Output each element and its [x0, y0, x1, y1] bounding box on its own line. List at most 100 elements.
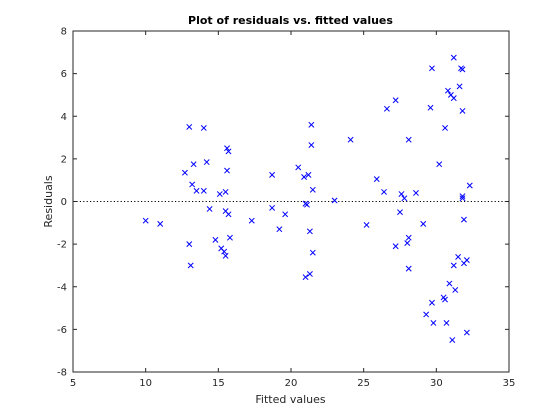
data-point [398, 191, 405, 197]
data-point [193, 187, 200, 194]
data-point [225, 211, 232, 218]
data-point [302, 274, 309, 281]
data-point [420, 220, 427, 227]
data-point [347, 136, 354, 143]
chart-title: Plot of residuals vs. fitted values [188, 14, 393, 27]
data-points [142, 54, 473, 343]
data-point [276, 226, 283, 233]
data-point [190, 161, 197, 168]
data-point [282, 211, 289, 218]
y-tick-label: -8 [57, 368, 67, 379]
x-tick-labels: 5 10 15 20 25 30 35 [70, 378, 516, 389]
data-point [405, 136, 412, 143]
data-point [446, 280, 453, 287]
data-point [157, 220, 164, 227]
data-point [331, 197, 338, 204]
y-tick-labels: -8 -6 -4 -2 0 2 4 6 8 [57, 27, 67, 379]
data-point [392, 97, 399, 104]
data-point [203, 159, 210, 166]
data-point [187, 262, 194, 269]
data-point [248, 217, 255, 224]
y-tick-label: 6 [61, 69, 67, 80]
data-point [308, 121, 315, 128]
data-point [392, 243, 399, 250]
data-point [212, 236, 219, 243]
data-point [216, 191, 223, 197]
data-point [401, 195, 408, 202]
x-axis-label: Fitted values [255, 393, 326, 406]
data-point [227, 234, 233, 241]
data-point [445, 87, 451, 94]
data-point [456, 83, 463, 90]
data-point [466, 182, 473, 189]
data-point [363, 221, 370, 228]
data-point [221, 248, 228, 255]
x-tick-label: 20 [285, 378, 298, 389]
data-point [309, 249, 316, 256]
data-point [269, 171, 276, 178]
data-point [305, 171, 312, 178]
data-point [423, 311, 430, 318]
y-axis-label: Residuals [42, 175, 55, 227]
data-point [373, 176, 380, 183]
data-point [405, 234, 412, 241]
data-point [404, 240, 411, 247]
data-point [186, 123, 193, 130]
data-point [189, 181, 196, 188]
data-point [450, 95, 457, 102]
data-point [459, 195, 466, 202]
y-tick-label: 4 [61, 112, 67, 123]
data-point [455, 253, 462, 260]
data-point [222, 188, 229, 195]
y-tick-label: -2 [57, 240, 67, 251]
data-point [429, 299, 435, 306]
y-tick-label: -4 [57, 282, 67, 293]
data-point [413, 190, 419, 196]
data-point [463, 329, 470, 336]
data-point [306, 271, 313, 277]
data-point [186, 241, 193, 248]
data-point [309, 186, 316, 193]
data-point [142, 217, 149, 224]
data-point [306, 228, 313, 235]
x-tick-label: 25 [357, 378, 370, 389]
data-point [222, 252, 229, 259]
data-point [460, 216, 467, 223]
data-point [206, 206, 213, 212]
axes-box [72, 30, 510, 373]
data-point [224, 167, 231, 174]
data-point [383, 105, 390, 112]
data-point [459, 66, 466, 73]
data-point [449, 337, 456, 343]
x-tick-label: 15 [212, 378, 225, 389]
data-point [442, 125, 449, 131]
data-point [304, 201, 310, 208]
data-point [459, 107, 466, 114]
y-tick-label: 8 [61, 27, 67, 38]
data-point [301, 174, 308, 180]
data-point [430, 320, 437, 326]
data-point [269, 204, 276, 211]
data-point [442, 296, 449, 303]
data-point [450, 262, 457, 269]
data-point [224, 145, 231, 152]
data-point [459, 193, 466, 200]
x-tick-label: 5 [70, 378, 76, 389]
y-tick-label: -6 [57, 325, 67, 336]
y-tick-label: 2 [61, 154, 67, 165]
data-point [200, 125, 207, 131]
data-point [181, 169, 188, 176]
data-point [200, 187, 207, 194]
data-point [308, 142, 315, 148]
data-point [427, 104, 434, 111]
x-tick-label: 30 [430, 378, 443, 389]
data-point [225, 148, 232, 155]
data-point [463, 257, 470, 264]
data-point [452, 286, 459, 293]
data-point [436, 161, 443, 168]
data-point [397, 209, 403, 216]
data-point [295, 164, 302, 171]
x-tick-label: 10 [139, 378, 152, 389]
y-tick-label: 0 [61, 197, 67, 208]
